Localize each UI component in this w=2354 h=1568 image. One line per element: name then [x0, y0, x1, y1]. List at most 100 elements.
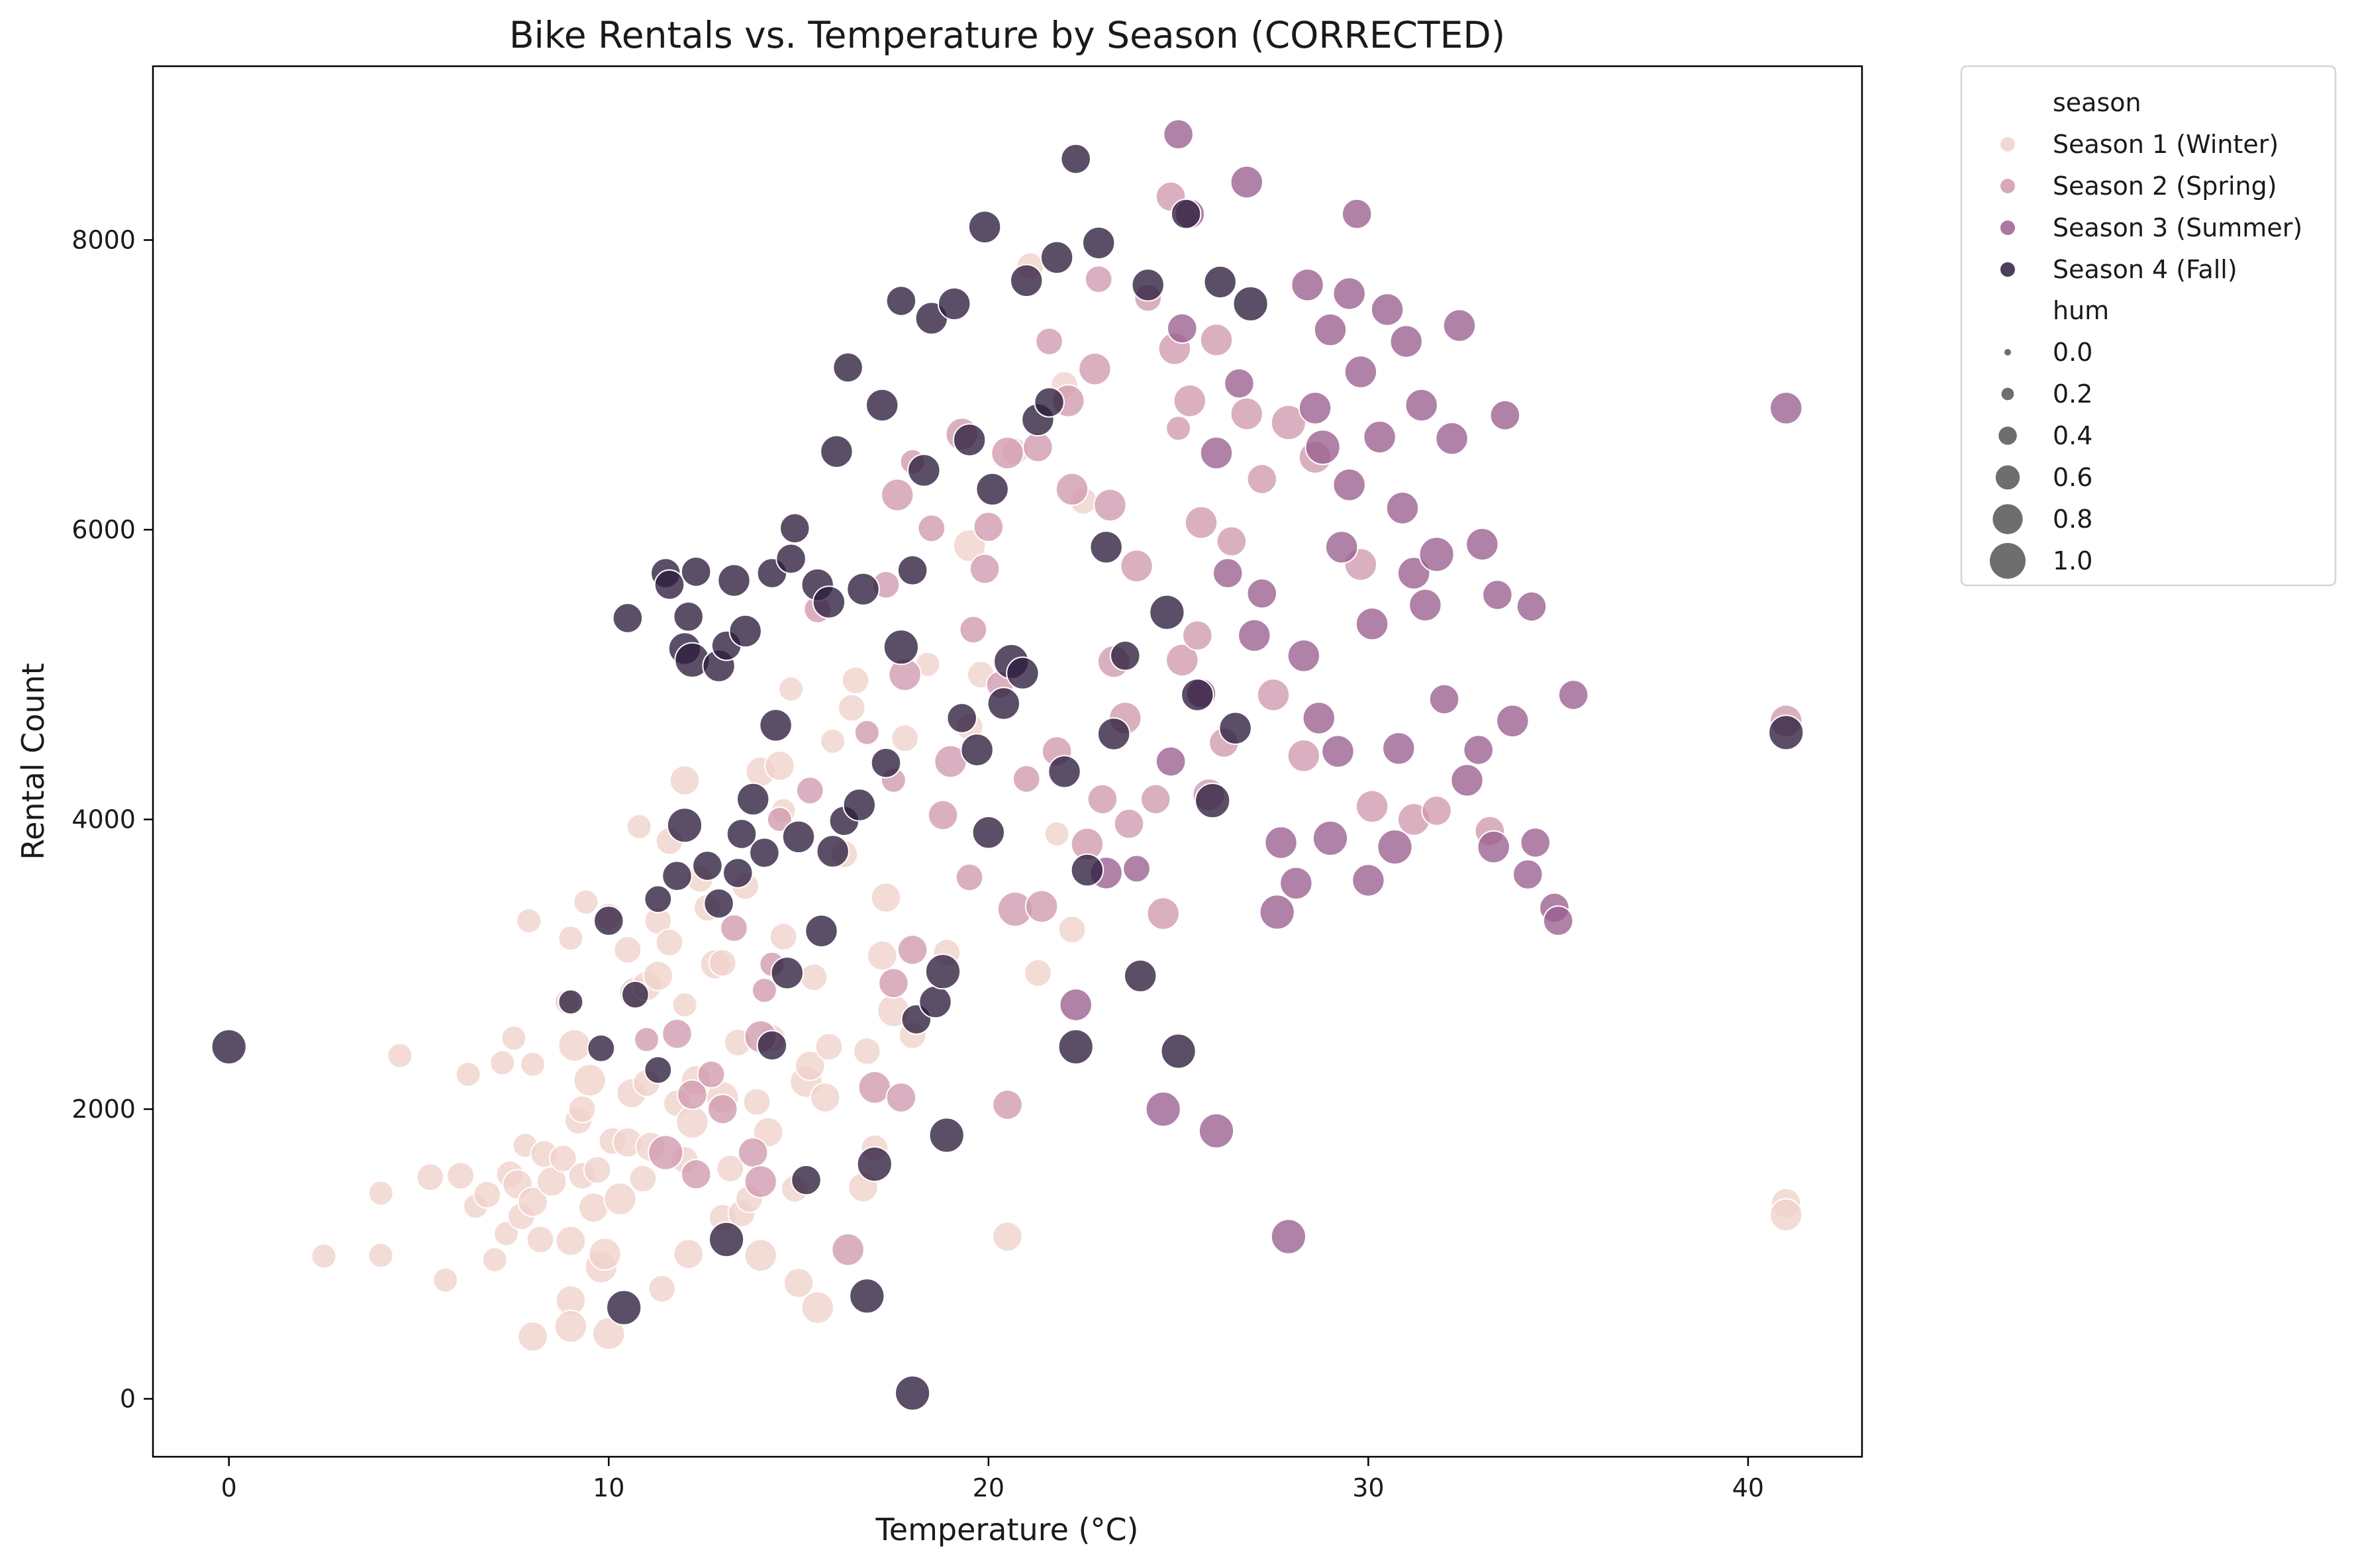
data-point-season-4 — [644, 1055, 673, 1085]
data-point-season-4 — [1203, 265, 1237, 299]
data-point-season-3 — [1370, 293, 1404, 326]
data-point-season-1 — [795, 1050, 826, 1081]
data-point-season-2 — [680, 1159, 712, 1190]
data-point-season-2 — [720, 914, 748, 942]
data-point-season-1 — [642, 960, 674, 992]
data-point-season-1 — [628, 1164, 658, 1193]
data-point-season-3 — [1224, 368, 1255, 399]
legend-size-marker — [2004, 349, 2011, 356]
data-point-season-2 — [1421, 795, 1452, 826]
data-point-season-4 — [654, 569, 685, 601]
data-point-season-2 — [1216, 526, 1248, 557]
data-point-season-4 — [593, 905, 624, 936]
data-point-season-2 — [1165, 415, 1192, 442]
data-point-season-2 — [1182, 620, 1213, 652]
data-point-season-2 — [766, 807, 793, 832]
data-point-season-3 — [1270, 1218, 1307, 1255]
data-point-season-4 — [865, 388, 899, 422]
data-point-season-4 — [1006, 656, 1040, 690]
plot-frame — [152, 65, 1863, 1458]
data-point-season-4 — [1010, 264, 1044, 297]
data-point-season-4 — [666, 807, 703, 844]
data-point-season-2 — [959, 615, 988, 644]
data-point-season-4 — [709, 1221, 745, 1258]
data-point-season-3 — [1382, 732, 1416, 765]
data-point-season-4 — [1057, 1028, 1094, 1065]
data-point-season-1 — [516, 908, 542, 934]
data-point-season-1 — [446, 1161, 475, 1190]
data-point-season-4 — [1170, 198, 1202, 230]
data-point-season-1 — [603, 1182, 637, 1216]
data-point-season-3 — [1325, 530, 1359, 564]
data-point-season-4 — [662, 860, 693, 892]
data-point-season-4 — [1131, 268, 1165, 302]
data-point-season-4 — [967, 210, 1002, 244]
legend-hue-entries: Season 1 (Winter) Season 2 (Spring) Season… — [2000, 130, 2302, 284]
legend: season Season 1 (Winter) Season 2 (Spring… — [1960, 65, 2337, 587]
data-point-season-1 — [1769, 1198, 1803, 1232]
data-point-season-4 — [907, 454, 941, 487]
legend-size-marker — [1995, 465, 2020, 490]
x-tick-label: 40 — [1732, 1473, 1764, 1502]
data-point-season-1 — [517, 1186, 548, 1218]
data-point-season-3 — [1385, 491, 1420, 525]
data-point-season-1 — [455, 1061, 481, 1087]
data-point-season-4 — [1070, 853, 1104, 887]
data-point-season-4 — [1232, 285, 1269, 322]
legend-item-label: Season 1 (Winter) — [2053, 130, 2279, 159]
data-point-season-3 — [1512, 859, 1544, 890]
data-point-season-3 — [1408, 588, 1442, 622]
data-point-season-2 — [1087, 783, 1118, 815]
data-point-season-1 — [891, 724, 919, 753]
data-point-season-4 — [816, 834, 850, 868]
legend-size-marker — [2001, 387, 2014, 401]
data-point-season-1 — [952, 528, 987, 563]
data-point-season-1 — [592, 1316, 626, 1351]
data-point-season-3 — [1155, 746, 1187, 777]
data-point-season-2 — [751, 977, 777, 1004]
data-point-season-1 — [742, 1087, 771, 1116]
data-point-season-1 — [841, 666, 870, 695]
data-point-season-3 — [1332, 468, 1366, 502]
data-point-season-1 — [1024, 959, 1052, 987]
data-point-season-3 — [1122, 854, 1151, 883]
data-point-season-3 — [1363, 420, 1397, 454]
data-point-season-3 — [1435, 422, 1469, 456]
data-point-season-4 — [938, 287, 971, 320]
data-point-season-4 — [1195, 783, 1231, 819]
data-point-season-4 — [952, 423, 987, 457]
legend-item-label: Season 2 (Spring) — [2053, 172, 2277, 201]
data-point-season-4 — [1218, 711, 1252, 745]
data-point-season-1 — [573, 889, 599, 915]
data-point-season-2 — [927, 799, 959, 831]
data-point-season-1 — [493, 1220, 519, 1247]
data-point-season-4 — [728, 614, 762, 648]
legend-marker — [2000, 262, 2015, 277]
data-point-season-3 — [1332, 277, 1366, 311]
data-point-season-4 — [846, 572, 880, 606]
data-point-season-1 — [583, 1155, 612, 1185]
legend-size-label: 1.0 — [2053, 546, 2092, 575]
data-point-season-3 — [1291, 268, 1324, 302]
data-point-season-3 — [1264, 826, 1298, 859]
data-point-season-1 — [481, 1247, 508, 1273]
data-point-season-4 — [736, 782, 770, 816]
data-point-season-4 — [558, 989, 584, 1015]
data-point-season-1 — [778, 676, 805, 703]
data-point-season-2 — [707, 1093, 738, 1125]
data-point-season-4 — [587, 1034, 616, 1063]
data-point-season-4 — [975, 472, 1009, 506]
data-point-season-3 — [1198, 1112, 1235, 1149]
data-point-season-2 — [737, 1137, 769, 1168]
data-point-season-3 — [1355, 607, 1389, 641]
data-point-season-3 — [1377, 829, 1413, 865]
y-axis: 0 2000 4000 6000 8000 — [72, 226, 153, 1414]
x-tick-label: 20 — [973, 1473, 1005, 1502]
data-point-season-2 — [795, 776, 824, 805]
data-point-season-1 — [432, 1267, 459, 1293]
data-point-season-2 — [1199, 323, 1234, 357]
data-point-season-2 — [1165, 643, 1199, 677]
data-point-season-3 — [1428, 683, 1460, 715]
data-point-season-1 — [870, 882, 902, 913]
data-point-season-2 — [1146, 897, 1180, 930]
